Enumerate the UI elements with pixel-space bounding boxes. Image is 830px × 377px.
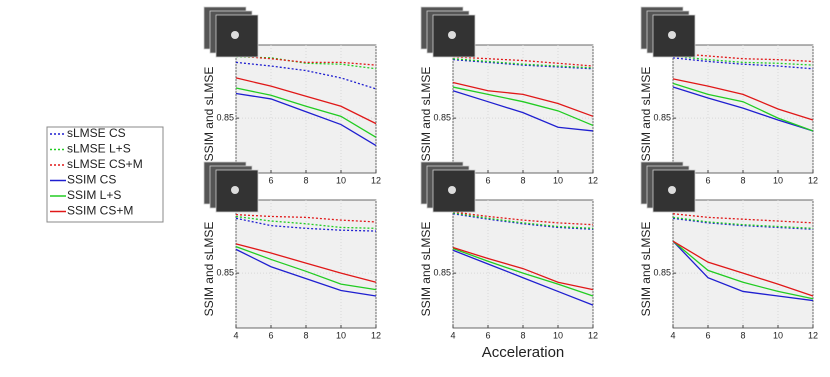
thumbnail [652,169,696,213]
thumbnail-detail [448,31,456,39]
x-tick-label: 12 [808,175,818,185]
legend-label: sLMSE L+S [67,142,131,156]
series-line [235,248,377,297]
y-tick-label: 0.85 [653,113,671,123]
series-line [452,247,594,297]
x-tick-label: 12 [371,330,381,340]
x-tick-label: 8 [303,330,308,340]
y-tick-label: 0.85 [216,268,234,278]
x-tick-label: 4 [233,330,238,340]
series-line [452,86,594,127]
y-axis-label: SSIM and sLMSE [419,67,433,162]
thumbnail-detail [668,186,676,194]
series-line [672,57,814,70]
x-tick-label: 6 [705,175,710,185]
x-axis-label: Acceleration [482,344,565,361]
x-tick-label: 8 [303,175,308,185]
series-line [452,56,594,67]
x-tick-label: 10 [336,330,346,340]
x-tick-label: 10 [773,330,783,340]
series-line [672,240,814,297]
y-axis-label: SSIM and sLMSE [419,222,433,317]
thumbnail-detail [231,186,239,194]
x-tick-label: 6 [485,330,490,340]
y-tick-label: 0.85 [216,113,234,123]
legend-label: SSIM L+S [67,188,121,202]
x-tick-label: 10 [336,175,346,185]
y-axis-label: SSIM and sLMSE [639,67,653,162]
series-line [672,240,814,300]
thumbnail [215,169,259,213]
x-tick-label: 12 [371,175,381,185]
y-tick-label: 0.85 [433,113,451,123]
series-line [235,56,377,70]
series-line [672,213,814,224]
series-line [672,216,814,229]
x-tick-label: 10 [553,175,563,185]
x-tick-label: 10 [553,330,563,340]
x-tick-label: 6 [705,330,710,340]
y-axis-label: SSIM and sLMSE [639,222,653,317]
series-line [672,55,814,66]
y-tick-label: 0.85 [433,268,451,278]
thumbnail-detail [231,31,239,39]
series-line [452,90,594,132]
thumbnail-detail [668,31,676,39]
series-line [452,211,594,226]
x-tick-label: 8 [740,175,745,185]
series-line [235,213,377,223]
x-tick-label: 6 [268,330,273,340]
series-line [452,246,594,291]
series-line [452,81,594,117]
series-line [672,82,814,132]
y-axis-label: SSIM and sLMSE [202,67,216,162]
series-line [235,215,377,229]
series-line [672,78,814,121]
x-tick-label: 12 [588,175,598,185]
series-line [672,240,814,302]
thumbnail-detail [448,186,456,194]
series-line [452,249,594,306]
y-tick-label: 0.85 [653,268,671,278]
x-tick-label: 12 [588,330,598,340]
series-line [235,246,377,291]
x-tick-label: 10 [773,175,783,185]
legend-label: SSIM CS+M [67,204,133,218]
x-tick-label: 8 [520,330,525,340]
series-line [235,217,377,232]
series-line [452,58,594,70]
series-line [672,52,814,63]
series-line [672,86,814,132]
series-line [235,55,377,66]
series-line [235,92,377,147]
series-line [672,217,814,230]
x-tick-label: 8 [740,330,745,340]
x-tick-label: 4 [450,330,455,340]
series-line [452,58,594,69]
x-tick-label: 6 [268,175,273,185]
legend-label: SSIM CS [67,173,116,187]
x-tick-label: 8 [520,175,525,185]
series-line [235,77,377,125]
series-line [235,87,377,138]
x-tick-label: 6 [485,175,490,185]
x-tick-label: 12 [808,330,818,340]
legend-box [46,126,164,223]
series-line [452,213,594,230]
legend-label: sLMSE CS [67,126,126,140]
series-line [235,243,377,283]
x-tick-label: 4 [670,330,675,340]
series-line [452,212,594,229]
legend-label: sLMSE CS+M [67,157,143,171]
y-axis-label: SSIM and sLMSE [202,222,216,317]
